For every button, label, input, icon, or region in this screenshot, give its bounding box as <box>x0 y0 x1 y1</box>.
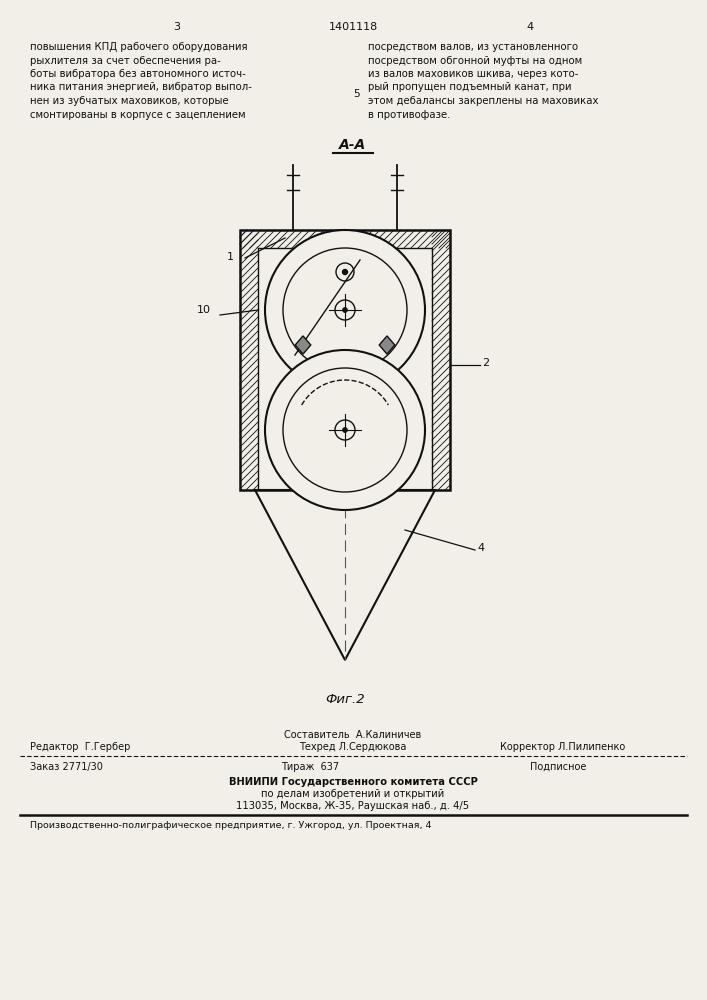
Text: этом дебалансы закреплены на маховиках: этом дебалансы закреплены на маховиках <box>368 96 599 106</box>
Text: Производственно-полиграфическое предприятие, г. Ужгород, ул. Проектная, 4: Производственно-полиграфическое предприя… <box>30 821 431 830</box>
Text: 4: 4 <box>477 543 484 553</box>
Text: Корректор Л.Пилипенко: Корректор Л.Пилипенко <box>500 742 625 752</box>
Text: боты вибратора без автономного источ-: боты вибратора без автономного источ- <box>30 69 246 79</box>
Text: 10: 10 <box>197 305 211 315</box>
Text: посредством обгонной муфты на одном: посредством обгонной муфты на одном <box>368 55 583 66</box>
Text: 2: 2 <box>482 358 489 368</box>
Text: смонтированы в корпусе с зацеплением: смонтированы в корпусе с зацеплением <box>30 109 245 119</box>
Text: в противофазе.: в противофазе. <box>368 109 450 119</box>
Text: 3: 3 <box>173 22 180 32</box>
Text: посредством валов, из установленного: посредством валов, из установленного <box>368 42 578 52</box>
Text: Заказ 2771/30: Заказ 2771/30 <box>30 762 103 772</box>
Text: Подписное: Подписное <box>530 762 586 772</box>
Circle shape <box>342 428 348 432</box>
Text: повышения КПД рабочего оборудования: повышения КПД рабочего оборудования <box>30 42 247 52</box>
Text: рыхлителя за счет обеспечения ра-: рыхлителя за счет обеспечения ра- <box>30 55 221 66</box>
Polygon shape <box>255 490 435 660</box>
Text: Составитель  А.Калиничев: Составитель А.Калиничев <box>284 730 421 740</box>
Text: Фиг.2: Фиг.2 <box>325 693 365 706</box>
Circle shape <box>265 230 425 390</box>
Circle shape <box>283 248 407 372</box>
Circle shape <box>342 269 348 274</box>
Text: 5: 5 <box>353 89 359 99</box>
Text: ника питания энергией, вибратор выпол-: ника питания энергией, вибратор выпол- <box>30 83 252 93</box>
Text: нен из зубчатых маховиков, которые: нен из зубчатых маховиков, которые <box>30 96 228 106</box>
Text: Редактор  Г.Гербер: Редактор Г.Гербер <box>30 742 130 752</box>
Text: 1: 1 <box>227 252 234 262</box>
Circle shape <box>265 350 425 510</box>
Text: рый пропущен подъемный канат, при: рый пропущен подъемный канат, при <box>368 83 571 93</box>
Text: 4: 4 <box>527 22 534 32</box>
Bar <box>258 248 432 490</box>
Text: ВНИИПИ Государственного комитета СССР: ВНИИПИ Государственного комитета СССР <box>228 777 477 787</box>
Text: 1401118: 1401118 <box>328 22 378 32</box>
Bar <box>240 230 450 490</box>
Text: А-А: А-А <box>339 138 367 152</box>
Text: Техред Л.Сердюкова: Техред Л.Сердюкова <box>299 742 407 752</box>
Circle shape <box>342 308 348 312</box>
Text: из валов маховиков шкива, через кото-: из валов маховиков шкива, через кото- <box>368 69 578 79</box>
Text: Тираж  637: Тираж 637 <box>281 762 339 772</box>
Circle shape <box>335 420 355 440</box>
Circle shape <box>283 368 407 492</box>
Text: 113035, Москва, Ж-35, Раушская наб., д. 4/5: 113035, Москва, Ж-35, Раушская наб., д. … <box>236 801 469 811</box>
Circle shape <box>336 263 354 281</box>
Text: по делам изобретений и открытий: по делам изобретений и открытий <box>262 789 445 799</box>
Polygon shape <box>379 336 395 354</box>
Circle shape <box>335 300 355 320</box>
Polygon shape <box>296 336 311 354</box>
